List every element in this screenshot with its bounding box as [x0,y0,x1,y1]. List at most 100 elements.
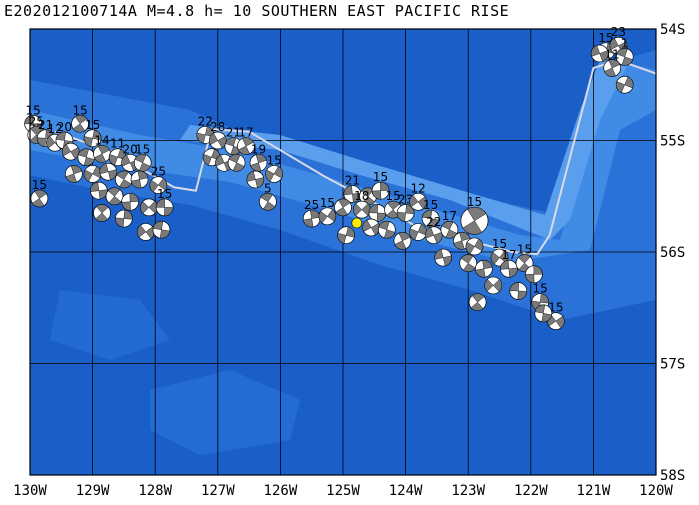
event-depth-label: 5 [264,181,272,195]
lat-label-3: 57S [660,357,685,373]
focal-mechanism-9: 14 [93,133,111,163]
lon-label-6: 124W [389,483,423,499]
focal-mechanism-48: 23 [396,192,415,222]
lon-label-9: 121W [577,483,611,499]
event-depth-label: 15 [492,237,507,251]
focal-mechanism-25 [115,209,133,228]
epicenter-marker [351,217,363,229]
focal-mechanism-53 [362,218,381,237]
event-depth-label: 25 [151,165,166,179]
focal-mechanism-45: 18 [352,189,371,219]
event-depth-label: 15 [517,243,532,257]
event-depth-label: 18 [354,189,369,203]
focal-mechanism-12: 15 [133,142,152,172]
focal-mechanism-56 [409,223,427,241]
event-depth-label: 14 [94,133,109,147]
focal-mechanism-24 [93,204,111,222]
focal-mechanism-8 [77,148,96,167]
lon-label-7: 123W [451,483,485,499]
event-depth-label: 15 [548,301,563,315]
focal-mechanism-31: 21 [224,126,243,155]
focal-mechanism-61 [434,248,453,267]
event-depth-label: 17 [238,126,253,140]
event-depth-label: 20 [123,142,138,156]
focal-mechanism-38 [246,170,265,189]
focal-mechanism-72: 15 [546,301,565,330]
focal-mechanism-60 [465,237,484,256]
focal-mechanism-46 [368,204,387,222]
event-depth-label: 22 [198,114,213,128]
focal-mechanism-23: 15 [155,187,174,217]
focal-mechanism-32: 17 [237,126,255,155]
event-depth-label: 15 [32,178,47,192]
focal-mechanism-41: 15 [318,196,337,226]
event-depth-label: 21 [38,118,53,132]
event-depth-label: 25 [304,198,319,212]
focal-mechanism-68 [484,276,503,295]
event-depth-label: 15 [423,198,438,212]
focal-mechanism-40: 25 [302,198,321,228]
focal-mechanism-50: 15 [421,198,440,228]
focal-mechanism-7 [61,142,80,161]
focal-mechanism-66: 15 [515,243,534,272]
event-depth-label: 15 [157,187,172,201]
focal-mechanism-62 [459,254,478,272]
focal-mechanism-5: 15 [71,103,89,133]
lat-label-4: 58S [660,468,685,484]
focal-mechanism-36: 19 [249,142,268,172]
focal-mechanism-73 [534,304,553,323]
focal-mechanism-26 [136,223,155,241]
event-depth-label: 15 [533,282,548,296]
focal-mechanism-18: 25 [149,165,168,194]
focal-mechanism-39: 5 [259,181,277,211]
focal-mechanism-15 [99,162,118,181]
focal-mechanism-22 [140,198,158,217]
focal-mechanism-51 [334,198,352,217]
event-depth-label: 1 [621,36,629,50]
focal-mechanism-42: 21 [343,174,362,203]
focal-mechanism-55 [393,232,412,250]
event-depth-label: 15 [72,103,87,117]
lon-label-8: 122W [514,483,548,499]
focal-mechanism-57: 22 [424,215,443,245]
event-depth-label: 15 [385,189,400,203]
focal-mechanism-67 [525,265,543,284]
event-depth-label: 11 [605,48,620,62]
event-depth-label: 15 [85,118,100,132]
focal-mechanism-34 [215,153,233,172]
focal-mechanism-10: 11 [108,137,127,167]
focal-mechanism-35 [227,153,246,172]
lat-label-0: 54S [660,22,685,38]
event-depth-label: 12 [410,181,425,195]
focal-mechanism-52 [337,226,355,245]
lon-label-1: 129W [76,483,110,499]
event-depth-label: 25 [29,114,44,128]
lon-label-2: 128W [138,483,172,499]
focal-mechanism-49: 12 [409,181,427,211]
focal-mechanism-65: 17 [500,248,518,278]
focal-mechanism-6: 15 [83,118,102,148]
event-depth-label: 19 [251,142,266,156]
focal-mechanism-20 [105,187,124,206]
focal-mechanism-74: 15 [460,195,489,235]
focal-mechanism-69 [509,282,528,300]
latitude-labels: 54S 55S 56S 57S 58S [660,22,685,484]
focal-mechanism-80 [590,44,609,63]
focal-mechanism-16 [115,170,133,189]
event-depth-label: 17 [501,248,516,262]
lon-label-5: 125W [326,483,360,499]
longitude-labels: 130W 129W 128W 127W 126W 125W 124W 123W 122W 121W… [13,483,673,499]
event-depth-label: 15 [467,195,482,209]
event-depth-label: 11 [110,137,125,151]
lon-label-10: 120W [639,483,673,499]
event-depth-label: 22 [426,215,441,229]
focal-mechanism-63 [475,259,493,278]
event-depth-label: 17 [442,209,457,223]
event-depth-label: 21 [226,126,241,140]
lon-label-4: 126W [264,483,298,499]
focal-mechanism-21 [121,192,140,211]
focal-mechanism-30: 28 [208,120,227,150]
focal-mechanism-11: 20 [121,142,140,172]
